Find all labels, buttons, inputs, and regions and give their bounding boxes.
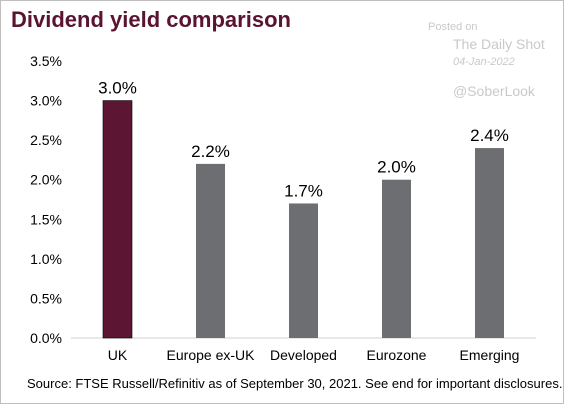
data-label: 3.0%: [98, 79, 137, 98]
bar: [289, 203, 318, 338]
chart-title: Dividend yield comparison: [11, 7, 291, 32]
y-tick-label: 1.5%: [30, 211, 62, 227]
y-tick-label: 3.0%: [30, 93, 62, 109]
source-note: Source: FTSE Russell/Refinitiv as of Sep…: [27, 376, 563, 391]
y-tick-label: 0.0%: [30, 330, 62, 346]
y-tick-label: 0.5%: [30, 290, 62, 306]
data-label: 1.7%: [284, 181, 323, 200]
x-tick-label: Eurozone: [367, 347, 427, 363]
bar: [382, 179, 411, 338]
x-tick-label: Emerging: [460, 347, 520, 363]
y-tick-label: 3.5%: [30, 53, 62, 69]
data-label: 2.0%: [377, 158, 416, 177]
bar: [475, 148, 504, 338]
data-label: 2.4%: [470, 126, 509, 145]
bar: [196, 163, 225, 338]
y-tick-label: 2.0%: [30, 172, 62, 188]
data-label: 2.2%: [191, 142, 230, 161]
y-tick-label: 1.0%: [30, 251, 62, 267]
watermark-publisher: The Daily Shot: [453, 36, 545, 52]
x-tick-label: Developed: [270, 347, 337, 363]
bar: [102, 100, 133, 339]
watermark-posted-on: Posted on: [428, 21, 478, 33]
y-tick-label: 2.5%: [30, 132, 62, 148]
watermark-handle: @SoberLook: [453, 83, 535, 99]
x-tick-label: UK: [108, 347, 128, 363]
x-tick-label: Europe ex-UK: [167, 347, 256, 363]
watermark-date: 04-Jan-2022: [453, 56, 515, 68]
